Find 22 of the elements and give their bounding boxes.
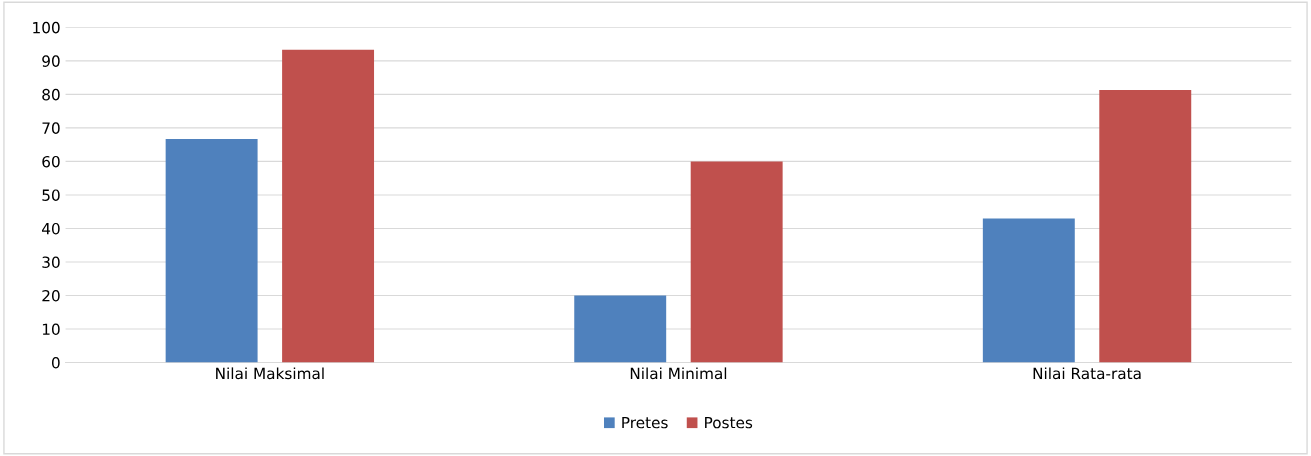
x-tick-label: Nilai Maksimal (216, 367, 324, 380)
bar (1099, 90, 1192, 363)
y-tick-label: 80 (42, 88, 60, 101)
y-tick-label: 100 (33, 21, 60, 34)
y-tick-label: 0 (51, 356, 60, 369)
legend-label: Pretes (622, 416, 668, 429)
bar (982, 218, 1075, 363)
y-tick-label: 60 (42, 155, 60, 168)
y-tick-label: 70 (42, 122, 60, 134)
y-tick-label: 90 (42, 55, 60, 67)
bar (282, 49, 375, 363)
y-tick-label: 50 (42, 189, 60, 201)
x-tick-label: Nilai Minimal (630, 367, 727, 380)
y-tick-label: 30 (42, 256, 60, 268)
bar (165, 138, 258, 363)
y-tick-label: 40 (42, 222, 60, 235)
x-tick-label: Nilai Rata-rata (1033, 367, 1141, 380)
legend-label: Postes (705, 416, 753, 429)
y-tick-label: 10 (42, 323, 60, 336)
y-tick-label: 20 (42, 289, 60, 302)
bar (690, 161, 783, 363)
bar (574, 295, 667, 363)
